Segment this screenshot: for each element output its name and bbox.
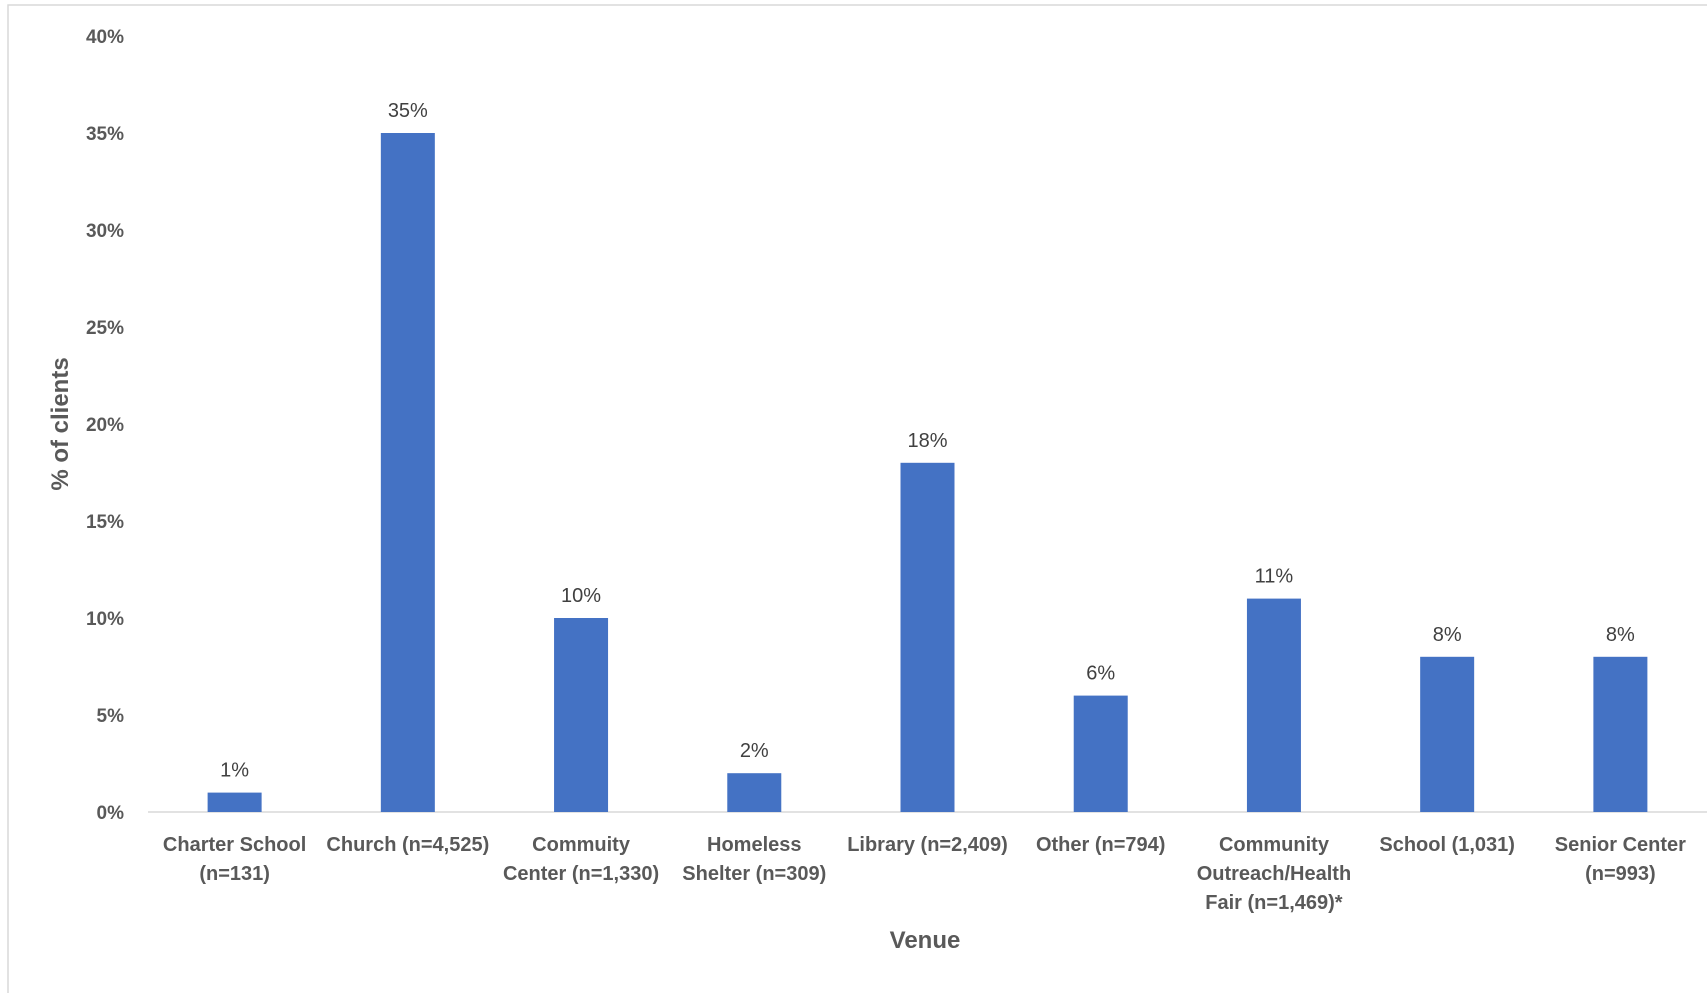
y-tick-label: 25% [86, 318, 124, 339]
data-label: 18% [907, 430, 947, 452]
x-tick-label-line: Other (n=794) [1036, 834, 1165, 856]
y-tick-label: 20% [86, 415, 124, 436]
bar [727, 773, 782, 812]
bar [1246, 598, 1301, 812]
y-tick-label: 10% [86, 609, 124, 630]
x-tick-label-line: School (1,031) [1379, 834, 1515, 856]
x-tick-label: Commuity Center (n=1,330) [503, 834, 659, 885]
bar [1593, 656, 1648, 812]
x-tick-label: Homeless Shelter (n=309) [682, 834, 826, 885]
x-tick-label: Charter School (n=131) [163, 834, 306, 885]
x-tick-label-line: Shelter (n=309) [682, 863, 826, 885]
data-label: 8% [1606, 624, 1635, 646]
y-tick-label: 0% [97, 803, 125, 824]
y-tick-label: 30% [86, 221, 124, 242]
data-label: 6% [1086, 663, 1115, 685]
x-axis-title: Venue [890, 927, 961, 954]
x-tick-label: Other (n=794) [1036, 834, 1165, 856]
x-tick-label-line: Commuity [532, 834, 631, 856]
x-tick-label-line: Senior Center [1555, 834, 1686, 856]
x-tick-label-line: Community [1219, 834, 1330, 856]
data-labels: 1% 35% 10% 2% 18% 6% 11% 8% 8% [220, 100, 1635, 782]
data-label: 10% [561, 585, 601, 607]
y-tick-label: 40% [86, 27, 124, 48]
data-label: 8% [1433, 624, 1462, 646]
data-label: 11% [1255, 566, 1294, 588]
bar [1420, 656, 1475, 812]
y-tick-label: 35% [86, 124, 124, 145]
x-tick-label: Community Outreach/Health Fair (n=1,469)* [1197, 834, 1351, 914]
x-tick-label-line: Church (n=4,525) [326, 834, 489, 856]
x-tick-label-line: (n=131) [199, 863, 270, 885]
x-tick-label-line: Homeless [707, 834, 802, 856]
bar [554, 618, 609, 812]
y-axis-title: % of clients [47, 357, 74, 490]
bar [900, 462, 955, 812]
bars [207, 133, 1648, 812]
x-tick-label-line: Outreach/Health [1197, 863, 1351, 885]
y-axis-ticks: 0% 5% 10% 15% 20% 25% 30% 35% 40% [86, 27, 124, 824]
chart-border [7, 4, 1707, 998]
bar [380, 133, 435, 812]
x-tick-label: School (1,031) [1379, 834, 1515, 856]
y-tick-label: 15% [86, 512, 124, 533]
bar [207, 792, 262, 812]
x-tick-label-line: Center (n=1,330) [503, 863, 659, 885]
y-tick-label: 5% [97, 706, 125, 727]
x-tick-label: Senior Center (n=993) [1555, 834, 1686, 885]
x-tick-label-line: Fair (n=1,469)* [1205, 892, 1343, 914]
data-label: 35% [388, 100, 428, 122]
x-tick-label-line: (n=993) [1585, 863, 1656, 885]
x-axis-ticks: Charter School (n=131) Church (n=4,525) Com… [163, 834, 1686, 914]
x-tick-label-line: Library (n=2,409) [847, 834, 1008, 856]
x-tick-label: Library (n=2,409) [847, 834, 1008, 856]
data-label: 2% [740, 740, 769, 762]
data-label: 1% [220, 760, 249, 782]
x-tick-label: Church (n=4,525) [326, 834, 489, 856]
x-tick-label-line: Charter School [163, 834, 306, 856]
bar [1073, 695, 1128, 812]
